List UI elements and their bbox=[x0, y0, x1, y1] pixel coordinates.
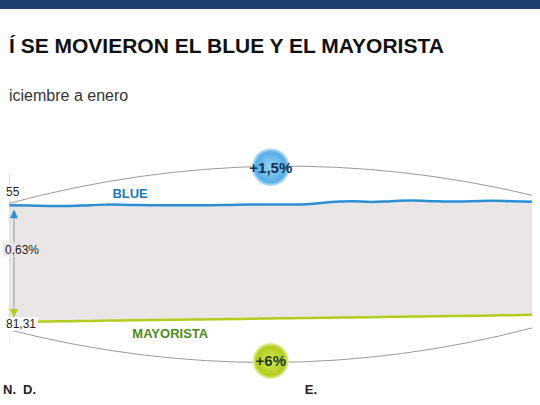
svg-text:+1,5%: +1,5% bbox=[249, 159, 292, 176]
svg-text:MAYORISTA: MAYORISTA bbox=[132, 326, 208, 341]
svg-text:55: 55 bbox=[6, 185, 20, 199]
svg-text:E.: E. bbox=[305, 382, 317, 397]
svg-text:0,63%: 0,63% bbox=[5, 243, 39, 257]
svg-text:iciembre a enero: iciembre a enero bbox=[9, 87, 128, 104]
svg-text:BLUE: BLUE bbox=[112, 186, 148, 201]
svg-text:D.: D. bbox=[23, 382, 36, 397]
svg-text:Í SE MOVIERON EL BLUE Y EL MAY: Í SE MOVIERON EL BLUE Y EL MAYORISTA bbox=[9, 34, 444, 57]
svg-text:N.: N. bbox=[3, 382, 16, 397]
svg-text:+6%: +6% bbox=[256, 352, 286, 369]
svg-text:81,31: 81,31 bbox=[6, 317, 36, 331]
